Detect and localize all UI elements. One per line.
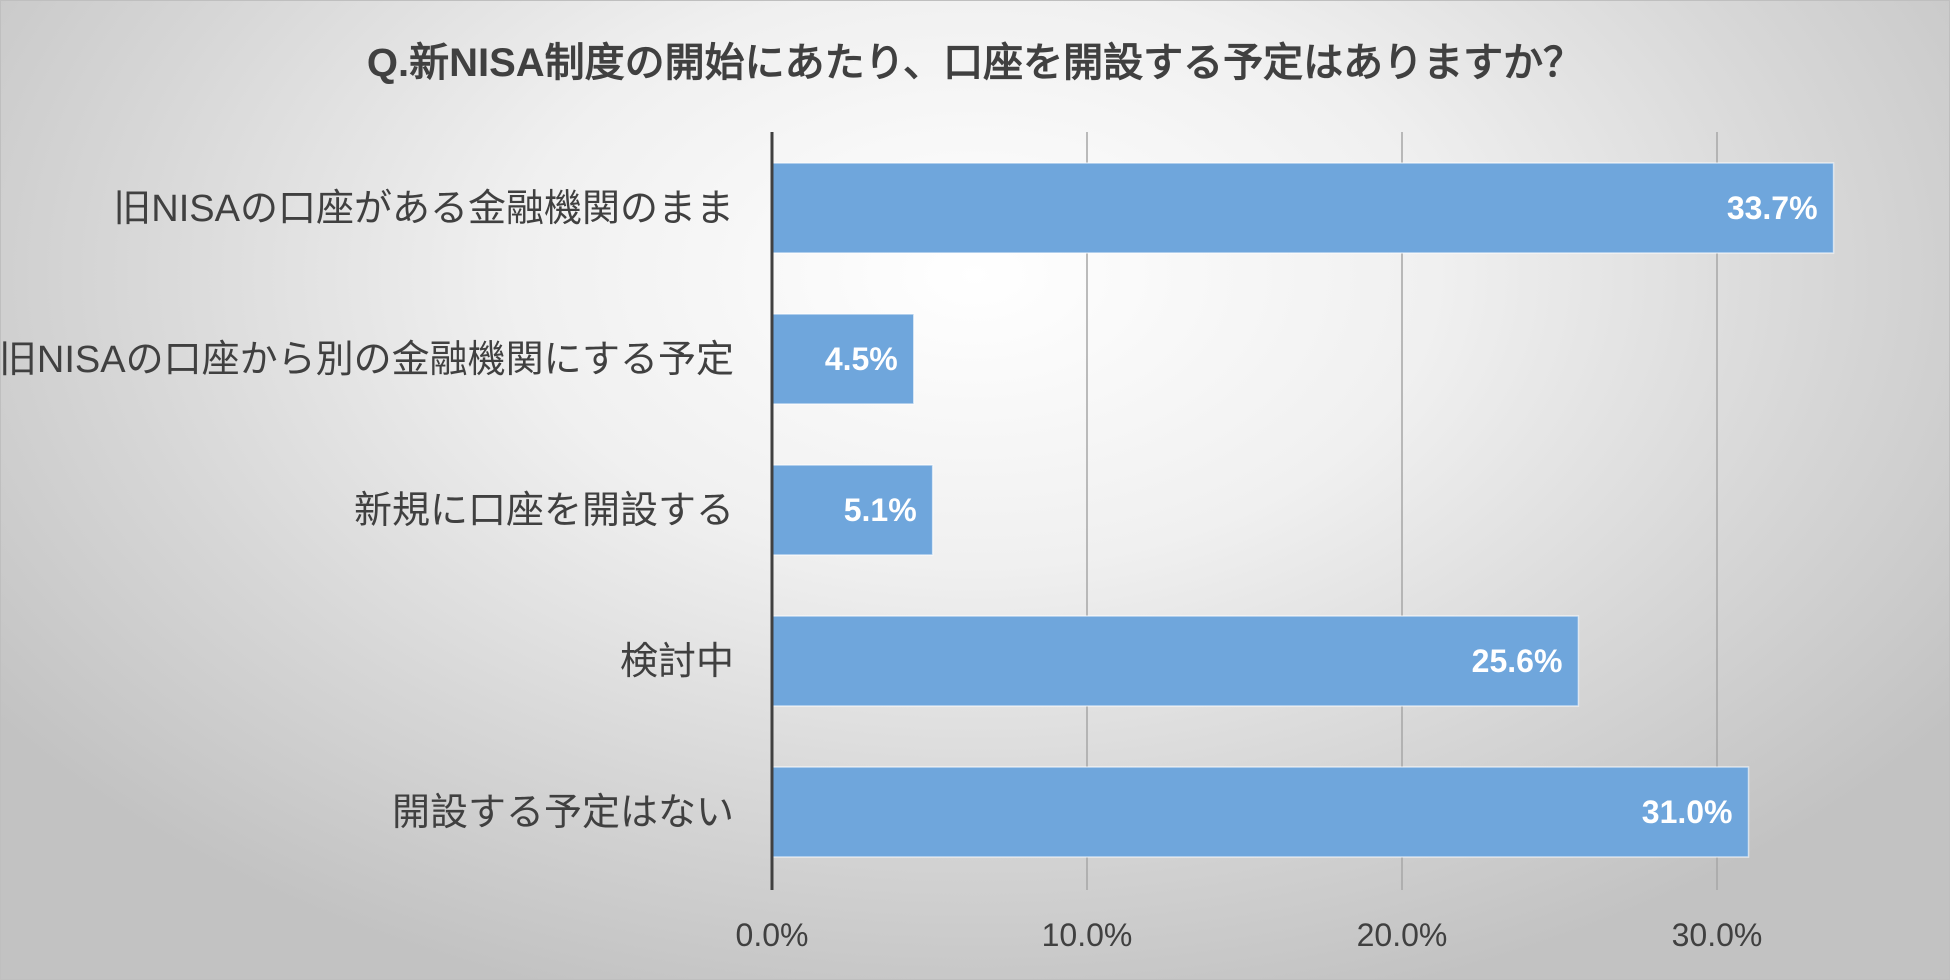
category-label: 新規に口座を開設する [354, 490, 734, 532]
gridlines [1086, 132, 1718, 890]
bar [771, 615, 1580, 707]
bars [771, 162, 1835, 858]
x-tick-labels: 0.0% 10.0% 20.0% 30.0% [736, 917, 1763, 953]
data-label: 5.1% [844, 492, 917, 528]
x-tick-label: 30.0% [1672, 917, 1763, 953]
data-labels: 33.7% 4.5% 5.1% 25.6% 31.0% [825, 190, 1818, 830]
bar [771, 313, 915, 405]
data-label: 4.5% [825, 341, 898, 377]
data-label: 33.7% [1727, 190, 1818, 226]
chart-title: Q.新NISA制度の開始にあたり、口座を開設する予定はありますか？ [367, 41, 1583, 85]
data-label: 25.6% [1472, 643, 1563, 679]
category-label: 旧NISAの口座がある金融機関のまま [113, 188, 734, 230]
category-label: 旧NISAの口座から別の金融機関にする予定 [0, 339, 734, 381]
bar [771, 162, 1835, 254]
bar [771, 464, 934, 556]
category-label: 開設する予定はない [392, 792, 734, 834]
x-tick-label: 20.0% [1357, 917, 1448, 953]
bar [771, 766, 1750, 858]
x-tick-label: 0.0% [736, 917, 809, 953]
category-labels: 旧NISAの口座がある金融機関のまま旧NISAの口座から別の金融機関にする予定新… [0, 188, 734, 834]
data-label: 31.0% [1642, 794, 1733, 830]
x-tick-label: 10.0% [1042, 917, 1133, 953]
category-label: 検討中 [620, 641, 734, 683]
